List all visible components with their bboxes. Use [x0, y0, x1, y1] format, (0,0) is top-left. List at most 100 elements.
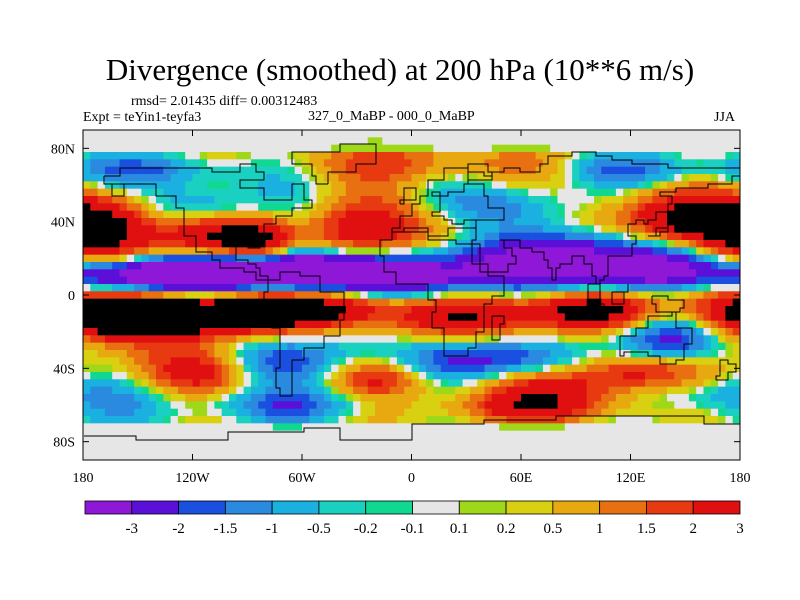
field-cell — [615, 313, 624, 322]
field-cell — [156, 438, 164, 446]
field-cell — [104, 166, 113, 175]
field-cell — [535, 144, 544, 153]
field-cell — [345, 188, 354, 197]
field-cell — [696, 181, 705, 190]
field-cell — [477, 379, 486, 388]
field-cell — [528, 350, 537, 358]
field-cell — [433, 225, 442, 234]
field-cell — [462, 218, 471, 226]
field-cell — [652, 430, 661, 439]
field-cell — [156, 188, 164, 197]
field-cell — [185, 452, 194, 460]
field-cell — [506, 401, 515, 410]
field-cell — [90, 452, 99, 460]
field-cell — [681, 298, 690, 307]
field-cell — [83, 247, 91, 256]
field-cell — [521, 335, 529, 344]
field-cell — [323, 203, 332, 212]
field-cell — [280, 225, 288, 234]
field-cell — [411, 408, 420, 417]
field-cell — [710, 328, 719, 336]
field-cell — [659, 379, 668, 388]
field-cell — [156, 342, 164, 351]
field-cell — [579, 394, 588, 402]
field-cell — [462, 379, 471, 388]
field-cell — [404, 357, 413, 366]
field-cell — [703, 306, 712, 314]
field-cell — [389, 232, 398, 241]
field-cell — [265, 276, 274, 285]
field-cell — [462, 357, 471, 366]
field-cell — [258, 408, 267, 417]
field-cell — [316, 386, 325, 395]
field-cell — [448, 188, 456, 197]
field-cell — [477, 342, 486, 351]
field-cell — [360, 196, 369, 204]
field-cell — [287, 262, 296, 270]
field-cell — [615, 386, 624, 395]
field-cell — [345, 438, 354, 446]
field-cell — [542, 144, 551, 153]
field-cell — [170, 137, 179, 146]
field-cell — [309, 291, 318, 300]
field-cell — [433, 276, 442, 285]
field-cell — [681, 262, 690, 270]
field-cell — [484, 159, 493, 168]
field-cell — [426, 181, 434, 190]
field-cell — [615, 364, 624, 373]
field-cell — [484, 342, 493, 351]
field-cell — [302, 247, 310, 256]
field-cell — [462, 152, 471, 160]
field-cell — [126, 203, 135, 212]
field-cell — [710, 130, 719, 138]
field-cell — [615, 408, 624, 417]
field-cell — [411, 423, 420, 432]
field-cell — [265, 262, 274, 270]
field-cell — [564, 284, 573, 292]
field-cell — [367, 372, 376, 380]
field-cell — [170, 379, 179, 388]
field-cell — [185, 240, 194, 248]
field-cell — [696, 218, 705, 226]
field-cell — [367, 357, 376, 366]
field-cell — [287, 284, 296, 292]
field-cell — [404, 225, 413, 234]
field-cell — [440, 276, 449, 285]
field-cell — [513, 203, 522, 212]
field-cell — [90, 350, 99, 358]
field-cell — [418, 291, 427, 300]
field-cell — [469, 394, 478, 402]
field-cell — [491, 262, 500, 270]
field-cell — [126, 152, 135, 160]
field-cell — [506, 144, 515, 153]
field-cell — [659, 166, 668, 175]
field-cell — [572, 262, 580, 270]
field-cell — [104, 174, 113, 182]
field-cell — [404, 306, 413, 314]
field-cell — [90, 364, 99, 373]
field-cell — [725, 386, 734, 395]
field-cell — [521, 166, 529, 175]
field-cell — [652, 364, 661, 373]
field-cell — [659, 430, 668, 439]
field-cell — [331, 166, 340, 175]
field-cell — [382, 174, 391, 182]
field-cell — [426, 203, 434, 212]
field-cell — [338, 452, 347, 460]
field-cell — [477, 203, 486, 212]
field-cell — [418, 166, 427, 175]
field-cell — [433, 408, 442, 417]
field-cell — [440, 386, 449, 395]
field-cell — [528, 298, 537, 307]
field-cell — [637, 306, 646, 314]
field-cell — [448, 408, 456, 417]
field-cell — [236, 188, 245, 197]
field-cell — [499, 320, 507, 329]
field-cell — [199, 335, 208, 344]
field-cell — [97, 152, 106, 160]
field-cell — [265, 137, 274, 146]
field-cell — [418, 372, 427, 380]
field-cell — [331, 335, 340, 344]
field-cell — [375, 144, 383, 153]
field-cell — [579, 188, 588, 197]
